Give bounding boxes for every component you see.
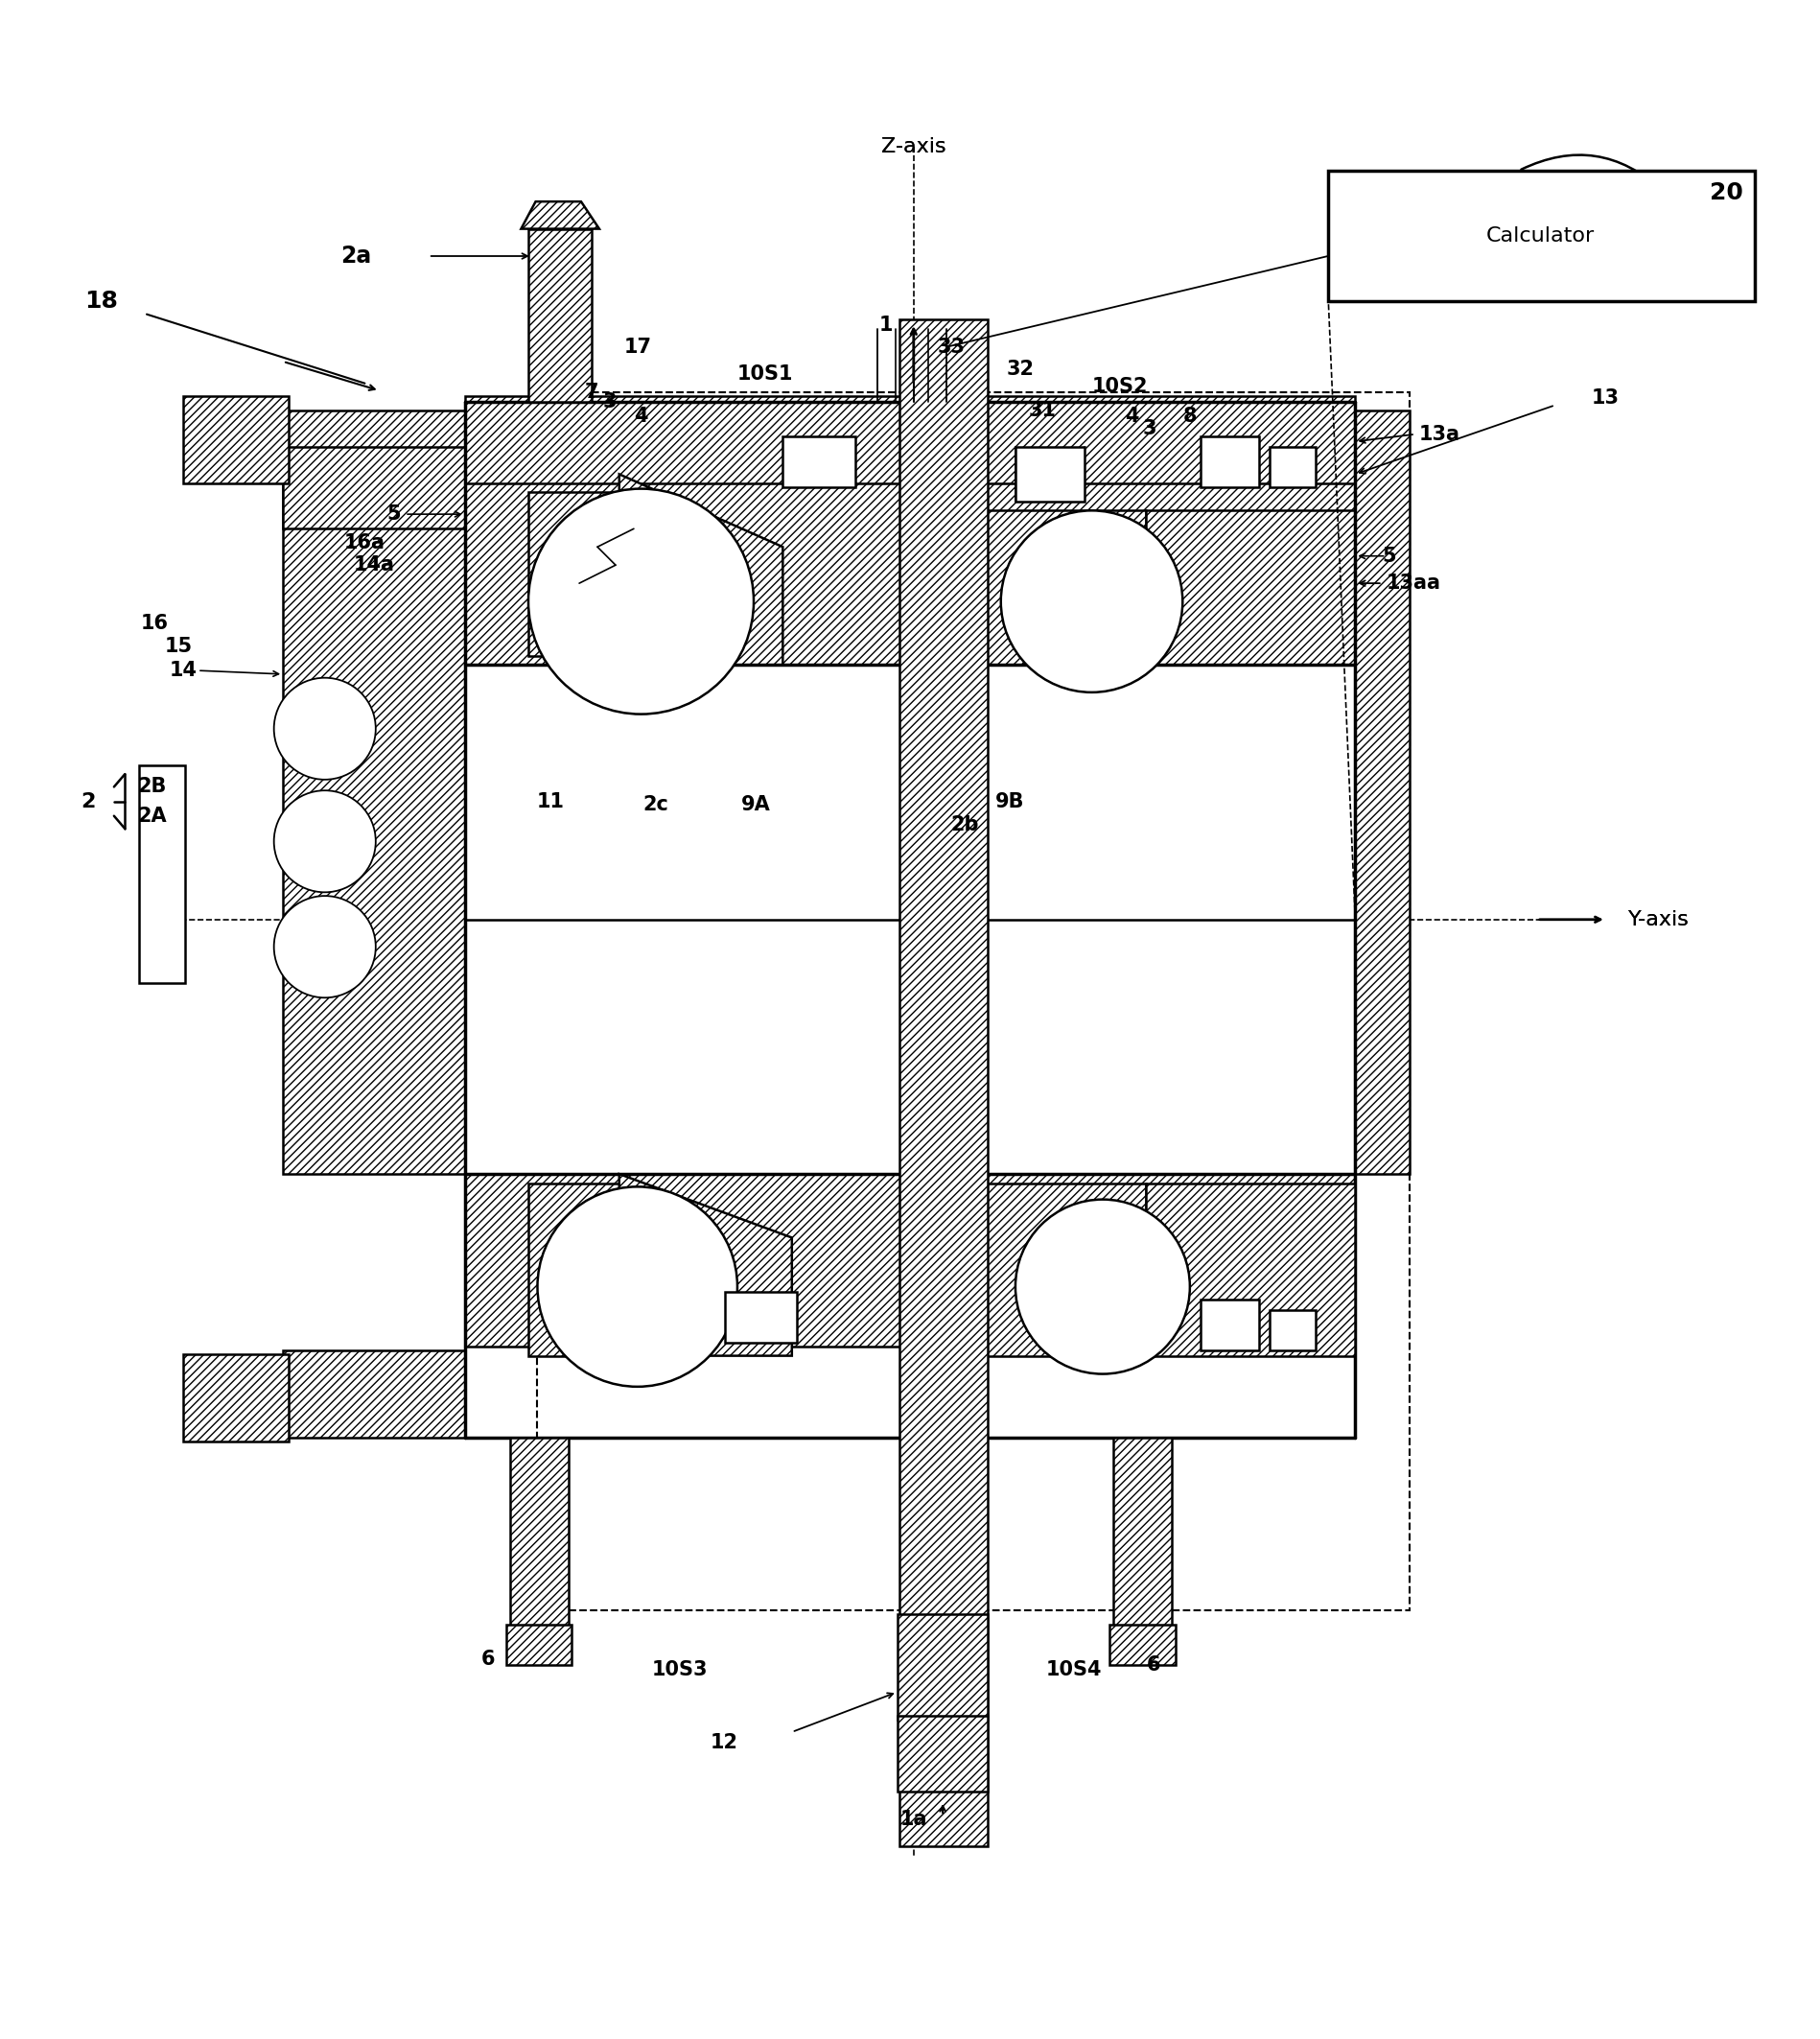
Bar (537, 391, 1410, 1611)
Text: 17: 17 (624, 336, 652, 357)
Polygon shape (619, 475, 783, 665)
Bar (983, 510, 1147, 665)
Bar (464, 1174, 1356, 1346)
Bar (899, 320, 988, 1847)
Bar (1270, 1311, 1316, 1350)
Circle shape (528, 489, 753, 714)
Bar (184, 396, 289, 483)
Bar (510, 1437, 568, 1637)
Bar (1356, 410, 1410, 1174)
Bar (1110, 1625, 1176, 1664)
Bar (1147, 510, 1356, 665)
Bar (783, 436, 855, 487)
Bar (184, 1354, 289, 1442)
Text: 15: 15 (164, 638, 193, 657)
Bar (1016, 447, 1085, 502)
Bar (528, 1183, 633, 1356)
Text: Y-axis: Y-axis (1627, 909, 1689, 930)
Text: 33: 33 (937, 336, 965, 357)
Circle shape (1016, 1199, 1190, 1374)
Text: 4: 4 (1125, 406, 1138, 426)
Bar (1201, 436, 1259, 487)
Text: 7: 7 (584, 383, 599, 402)
Text: 3: 3 (602, 391, 617, 412)
Bar (1270, 447, 1316, 487)
Text: Calculator: Calculator (1487, 226, 1594, 245)
Circle shape (275, 895, 375, 997)
Bar (724, 1293, 797, 1344)
Text: 14: 14 (169, 661, 198, 681)
Text: 6: 6 (482, 1650, 495, 1668)
Bar (528, 491, 646, 657)
Text: 31: 31 (1028, 402, 1056, 420)
Bar (140, 765, 186, 983)
Bar (464, 396, 1356, 483)
Text: 10S2: 10S2 (1092, 377, 1148, 396)
Circle shape (537, 1187, 737, 1387)
Bar (1201, 1299, 1259, 1350)
Polygon shape (619, 1174, 792, 1356)
Text: 10S3: 10S3 (652, 1660, 708, 1680)
Text: 4: 4 (633, 406, 648, 426)
Text: 5: 5 (1383, 546, 1396, 565)
Text: Y-axis: Y-axis (1627, 909, 1689, 930)
Text: 12: 12 (712, 1733, 739, 1754)
Text: 11: 11 (537, 791, 564, 812)
Text: 2a: 2a (340, 245, 371, 267)
Text: 2c: 2c (642, 795, 668, 816)
Text: 18: 18 (84, 290, 118, 314)
Bar (1147, 1183, 1356, 1356)
Text: 16a: 16a (344, 534, 386, 553)
Text: 2: 2 (82, 791, 96, 812)
Text: 5: 5 (388, 504, 400, 524)
Text: 8: 8 (1183, 406, 1196, 426)
Bar (284, 410, 464, 1174)
Text: 13a: 13a (1420, 424, 1460, 445)
Bar (901, 402, 1356, 665)
Bar (897, 1715, 988, 1792)
Circle shape (275, 791, 375, 893)
Bar (528, 228, 592, 402)
Text: 32: 32 (1006, 359, 1034, 379)
Text: 16: 16 (140, 614, 169, 632)
Bar (506, 1625, 571, 1664)
Text: Z-axis: Z-axis (881, 137, 946, 157)
Text: 13aa: 13aa (1387, 573, 1441, 593)
Bar (284, 1350, 464, 1437)
Text: 2B: 2B (138, 777, 167, 797)
Text: Z-axis: Z-axis (881, 137, 946, 157)
Bar (983, 1183, 1147, 1356)
Bar (897, 1615, 988, 1719)
Bar (464, 402, 901, 665)
Text: 1a: 1a (899, 1811, 928, 1829)
Bar (1114, 1437, 1172, 1637)
Text: 1: 1 (879, 316, 894, 334)
Text: 9B: 9B (996, 791, 1025, 812)
Text: 6: 6 (1147, 1656, 1159, 1674)
Text: 9A: 9A (741, 795, 770, 816)
Bar (464, 665, 1356, 1174)
Circle shape (1001, 510, 1183, 693)
Text: 10S4: 10S4 (1046, 1660, 1103, 1680)
Text: 14a: 14a (353, 555, 395, 575)
Text: 13: 13 (1591, 387, 1620, 408)
Text: 2b: 2b (950, 816, 979, 834)
Polygon shape (521, 202, 599, 228)
Text: 20: 20 (1709, 181, 1744, 204)
Text: 10S1: 10S1 (737, 365, 794, 383)
Bar (1329, 171, 1754, 302)
Circle shape (275, 677, 375, 779)
Text: 2A: 2A (138, 805, 167, 826)
Bar (284, 447, 464, 528)
Text: 3: 3 (1143, 420, 1156, 438)
